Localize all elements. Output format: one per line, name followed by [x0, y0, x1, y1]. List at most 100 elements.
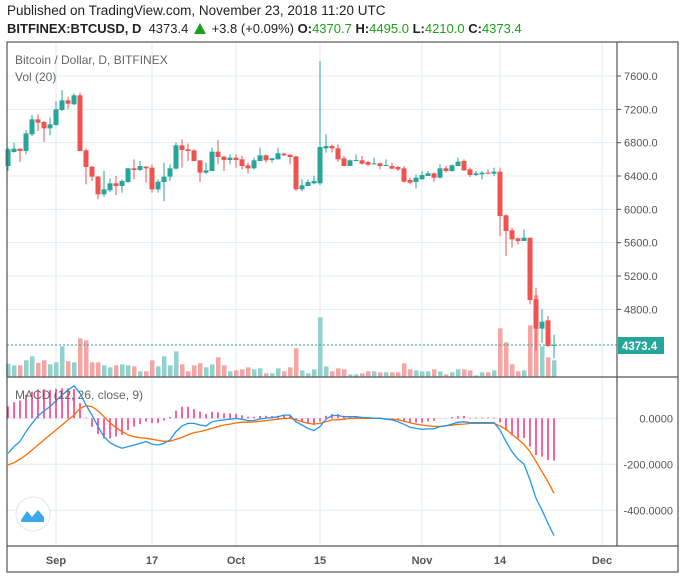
candle-body	[143, 166, 149, 169]
volume-bar	[114, 365, 119, 377]
price-tick-label: 5600.0	[624, 238, 658, 250]
candle-body	[401, 168, 407, 182]
volume-bar	[396, 372, 401, 377]
volume-bar	[498, 328, 503, 377]
candle-body	[47, 124, 53, 129]
candle-body	[419, 175, 425, 180]
candle-body	[11, 148, 17, 152]
volume-bar	[354, 374, 359, 377]
candle-body	[125, 168, 131, 182]
current-price-label: 4373.4	[622, 341, 658, 353]
volume-bar	[156, 366, 161, 377]
macd-tick-label: -200.0000	[623, 459, 673, 471]
volume-bar	[468, 370, 473, 377]
candle-body	[221, 156, 227, 160]
candle-body	[269, 158, 275, 160]
volume-bar	[318, 317, 323, 377]
price-tick-label: 7600.0	[624, 71, 658, 83]
candle-body	[101, 189, 107, 195]
volume-bar	[522, 370, 527, 377]
volume-bar	[312, 369, 317, 377]
candle-body	[389, 166, 395, 169]
volume-bar	[390, 372, 395, 377]
volume-bar	[408, 369, 413, 377]
candle-body	[347, 160, 353, 166]
candle-body	[329, 146, 335, 149]
volume-bar	[204, 367, 209, 377]
candle-body	[167, 168, 173, 177]
volume-legend: Vol (20)	[15, 70, 56, 84]
candle-body	[119, 181, 125, 186]
chart-frame	[6, 41, 679, 573]
candle-body	[455, 161, 461, 166]
candle-body	[131, 168, 137, 170]
candle-body	[65, 100, 71, 104]
volume-bar	[6, 363, 11, 377]
time-tick-label: Dec	[592, 555, 612, 567]
volume-bar	[330, 371, 335, 377]
volume-bar	[102, 365, 107, 377]
candle-body	[485, 172, 491, 174]
volume-bar	[378, 372, 383, 377]
candle-body	[491, 171, 497, 174]
volume-bars	[6, 295, 557, 377]
candle-body	[155, 181, 161, 190]
low-value: 4210.0	[424, 21, 465, 36]
candle-body	[5, 149, 11, 166]
volume-bar	[84, 340, 89, 377]
volume-bar	[384, 372, 389, 377]
tradingview-logo-icon[interactable]	[15, 496, 51, 532]
volume-bar	[60, 346, 65, 377]
volume-bar	[78, 338, 83, 377]
candle-body	[197, 160, 203, 173]
candle-body	[335, 148, 341, 160]
volume-bar	[486, 372, 491, 377]
volume-bar	[96, 362, 101, 377]
open-value: 4370.7	[312, 21, 352, 36]
candle-body	[137, 166, 143, 170]
price-tick-label: 6800.0	[624, 138, 658, 150]
candle-body	[185, 149, 191, 151]
volume-bar	[132, 366, 137, 377]
volume-bar	[234, 370, 239, 377]
volume-bar	[18, 365, 23, 377]
volume-bar	[66, 361, 71, 377]
macd-tick-label: 0.0000	[639, 413, 673, 425]
candle-body	[59, 100, 65, 110]
up-triangle-icon	[193, 23, 206, 34]
candle-body	[521, 237, 527, 241]
volume-bar	[108, 367, 113, 377]
macd-tick-label: -400.0000	[623, 505, 673, 517]
volume-bar	[216, 357, 221, 377]
candle-body	[179, 145, 185, 150]
candle-body	[161, 176, 167, 182]
volume-bar	[24, 360, 29, 377]
candle-body	[29, 119, 35, 135]
high-value: 4495.0	[369, 21, 409, 36]
volume-bar	[510, 364, 515, 377]
volume-bar	[402, 363, 407, 377]
volume-bar	[366, 371, 371, 377]
volume-bar	[186, 371, 191, 377]
price-tick-label: 5200.0	[624, 271, 658, 283]
candle-body	[533, 299, 539, 329]
volume-bar	[42, 360, 47, 377]
candle-body	[149, 167, 155, 190]
price-change: +3.8 (+0.09%)	[211, 21, 294, 36]
candle-body	[353, 160, 359, 161]
low-label: L:	[412, 21, 425, 36]
candle-body	[245, 165, 251, 169]
volume-bar	[174, 351, 179, 377]
candle-body	[275, 153, 281, 160]
candle-body	[545, 320, 551, 346]
candle-body	[467, 169, 473, 175]
candle-body	[293, 156, 299, 190]
volume-bar	[72, 362, 77, 377]
candle-body	[263, 155, 269, 161]
last-price: 4373.4	[148, 21, 189, 36]
candle-body	[35, 119, 41, 123]
time-tick-label: Nov	[412, 555, 434, 567]
volume-bar	[438, 371, 443, 377]
candle-body	[431, 173, 437, 178]
